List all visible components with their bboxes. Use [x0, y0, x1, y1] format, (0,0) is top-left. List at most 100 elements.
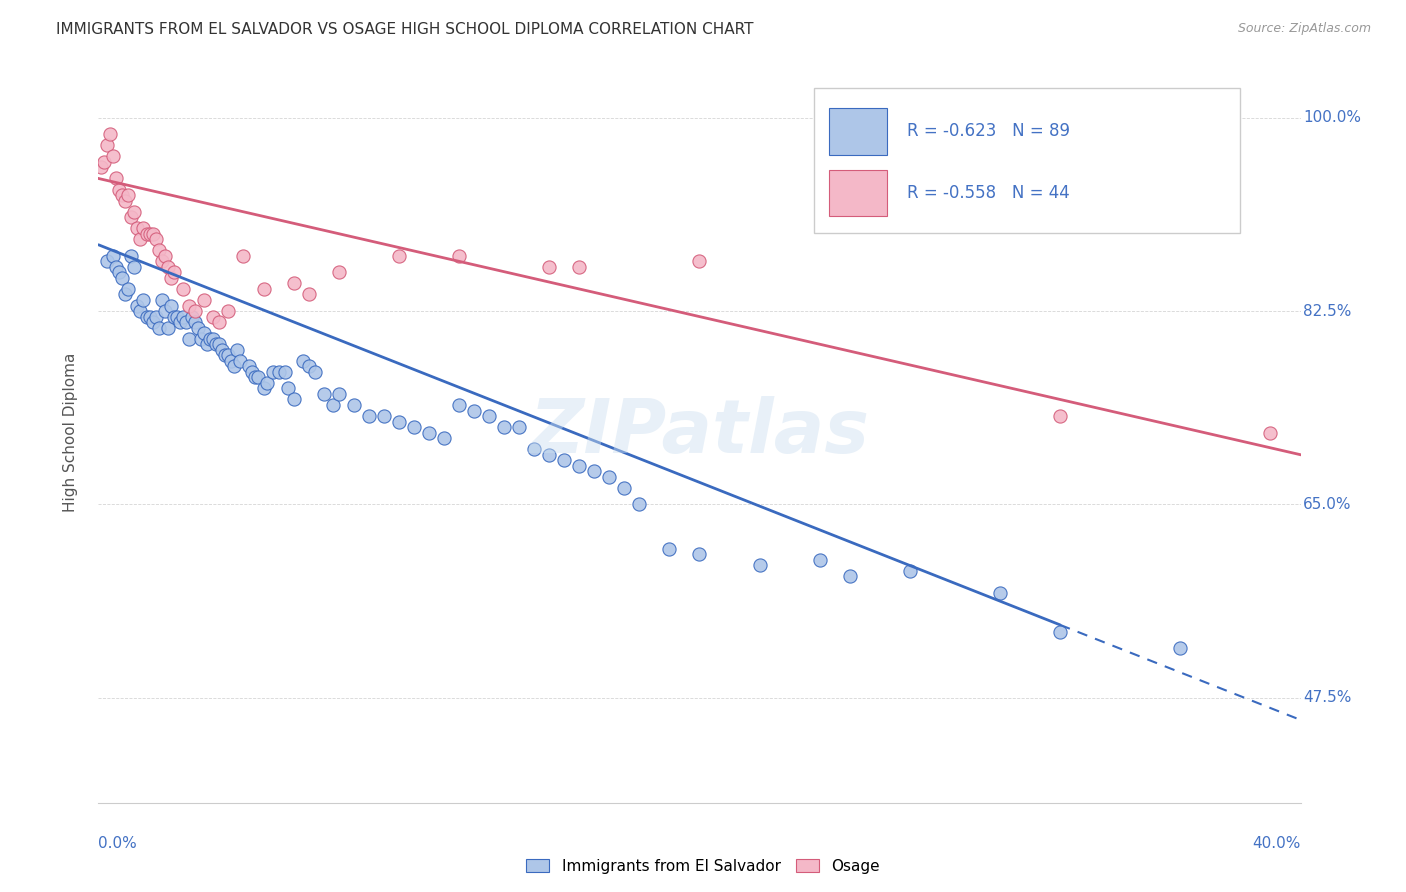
Point [195, 337, 218, 351]
Point [105, 171, 128, 186]
Point [208, 337, 231, 351]
Point [159, 299, 181, 313]
Point [153, 304, 176, 318]
Point [100, 128, 122, 142]
Point [267, 365, 290, 379]
Point [135, 310, 157, 324]
Text: 40.0%: 40.0% [1253, 836, 1301, 851]
FancyBboxPatch shape [814, 88, 1240, 233]
Point [328, 387, 350, 401]
Point [172, 282, 194, 296]
Point [183, 315, 205, 329]
Point [145, 232, 167, 246]
Point [225, 343, 247, 357]
Text: Source: ZipAtlas.com: Source: ZipAtlas.com [1237, 22, 1371, 36]
Point [132, 293, 155, 307]
Point [93, 154, 115, 169]
Point [598, 470, 620, 484]
Point [1049, 409, 1071, 423]
Point [291, 353, 314, 368]
Point [418, 425, 440, 440]
Point [373, 409, 395, 423]
Point [553, 453, 575, 467]
Point [688, 254, 710, 268]
Point [538, 448, 561, 462]
Point [1049, 624, 1071, 639]
Point [150, 293, 173, 307]
Point [114, 194, 136, 208]
Point [568, 260, 591, 274]
Point [214, 348, 236, 362]
Point [988, 586, 1011, 600]
Point [156, 320, 179, 334]
Point [201, 332, 224, 346]
Point [190, 332, 212, 346]
Point [111, 271, 134, 285]
Point [494, 420, 516, 434]
Point [304, 365, 326, 379]
Point [174, 315, 197, 329]
Point [232, 249, 254, 263]
Point [166, 310, 188, 324]
Point [172, 310, 194, 324]
Point [177, 332, 200, 346]
Point [628, 498, 651, 512]
Point [838, 569, 860, 583]
Y-axis label: High School Diploma: High School Diploma [63, 353, 77, 512]
Point [124, 260, 146, 274]
Point [402, 420, 425, 434]
Point [583, 464, 606, 478]
Point [283, 392, 305, 407]
Point [808, 552, 831, 566]
Point [201, 310, 224, 324]
Point [117, 188, 139, 202]
Point [1260, 425, 1282, 440]
Point [156, 260, 179, 274]
Point [141, 227, 163, 241]
Point [145, 310, 167, 324]
FancyBboxPatch shape [830, 169, 887, 217]
Point [357, 409, 380, 423]
Point [124, 204, 146, 219]
Point [138, 310, 160, 324]
Text: 0.0%: 0.0% [98, 836, 138, 851]
Point [193, 326, 215, 341]
Point [328, 265, 350, 279]
Point [180, 310, 202, 324]
Point [105, 260, 128, 274]
Text: 65.0%: 65.0% [1303, 497, 1351, 512]
Point [243, 370, 266, 384]
Point [183, 304, 205, 318]
Point [463, 403, 485, 417]
Point [298, 359, 321, 374]
Point [204, 337, 226, 351]
Point [277, 381, 299, 395]
Point [322, 398, 344, 412]
Point [613, 481, 636, 495]
Point [148, 320, 170, 334]
Point [568, 458, 591, 473]
Text: IMMIGRANTS FROM EL SALVADOR VS OSAGE HIGH SCHOOL DIPLOMA CORRELATION CHART: IMMIGRANTS FROM EL SALVADOR VS OSAGE HIG… [56, 22, 754, 37]
Point [127, 299, 149, 313]
Point [312, 387, 335, 401]
Point [523, 442, 546, 457]
Point [138, 227, 160, 241]
Point [253, 282, 276, 296]
Text: 100.0%: 100.0% [1303, 111, 1361, 125]
Point [208, 315, 231, 329]
Point [898, 564, 921, 578]
Point [217, 304, 239, 318]
Point [447, 398, 470, 412]
Point [478, 409, 501, 423]
Point [117, 282, 139, 296]
Point [447, 249, 470, 263]
Point [127, 221, 149, 235]
Point [246, 370, 269, 384]
Point [108, 182, 131, 196]
FancyBboxPatch shape [830, 108, 887, 155]
Point [103, 249, 125, 263]
Point [96, 254, 118, 268]
Point [688, 547, 710, 561]
Point [240, 365, 263, 379]
Point [153, 249, 176, 263]
